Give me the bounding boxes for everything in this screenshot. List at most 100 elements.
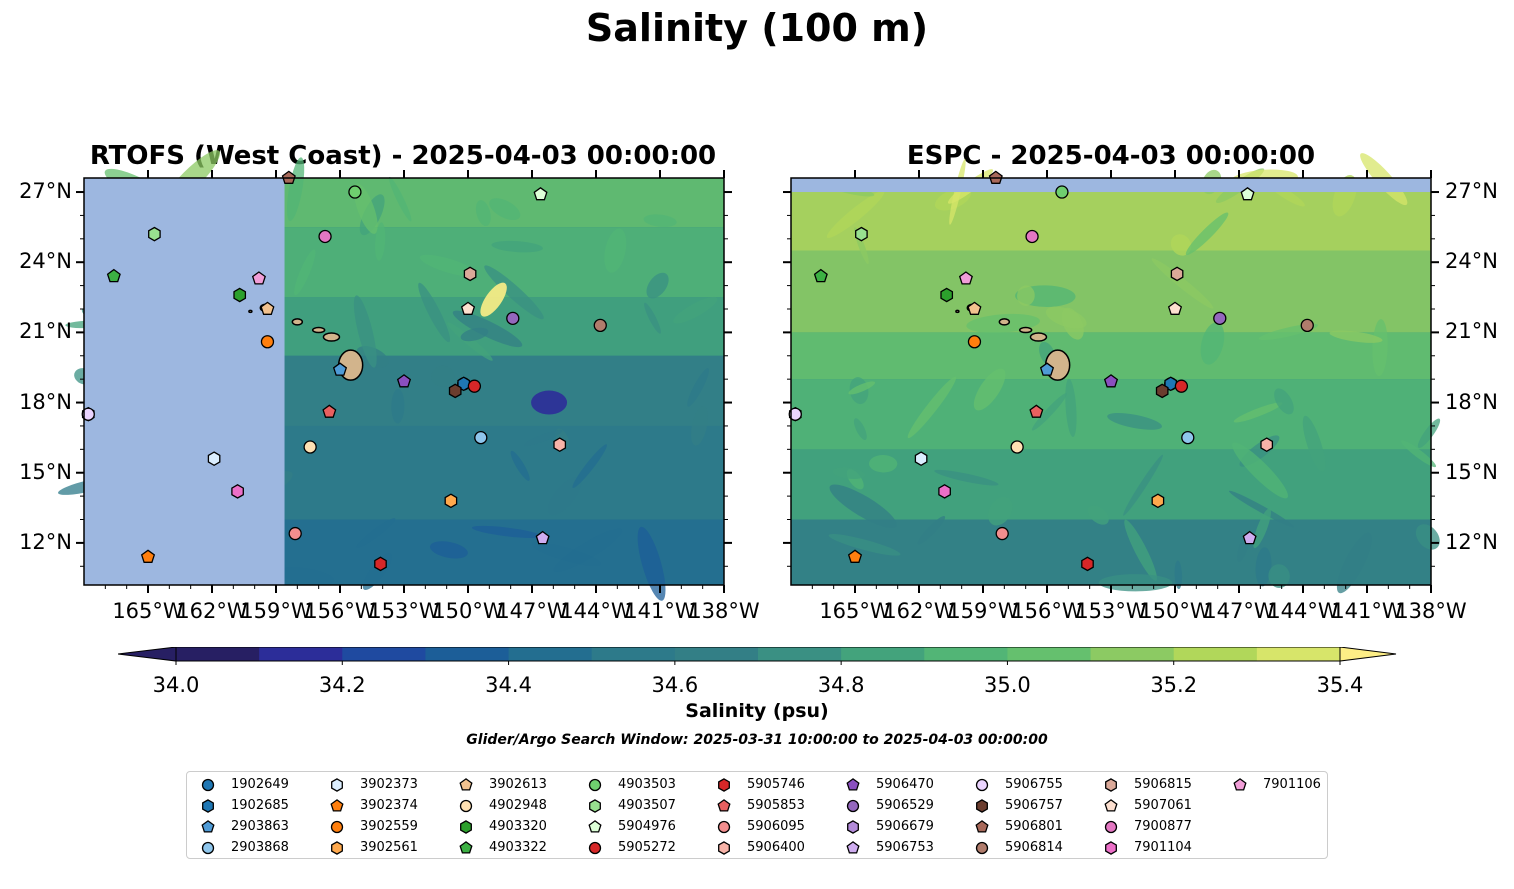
salinity-eddy [988, 496, 1013, 526]
float-marker-2903863 [332, 362, 348, 376]
map-canvas-rtofs [58, 150, 732, 601]
search-window-note: Glider/Argo Search Window: 2025-03-31 10… [466, 732, 1048, 748]
legend-marker-hexagon [1105, 778, 1117, 792]
legend-label: 1902685 [231, 798, 289, 813]
salinity-eddy [1268, 564, 1290, 588]
legend-marker-circle [201, 778, 215, 792]
float-marker-5904976 [533, 186, 548, 201]
legend-label: 5904976 [618, 819, 676, 834]
salinity-eddy [429, 541, 468, 559]
float-marker-2903868 [1181, 430, 1195, 445]
float-marker-5906757 [1155, 383, 1169, 399]
float-marker-5906753 [535, 530, 550, 545]
legend-label: 5905746 [747, 777, 805, 792]
legend-marker-symbol [201, 841, 215, 855]
colorbar [118, 647, 1397, 665]
float-marker-4903322 [813, 268, 828, 283]
salinity-eddy [475, 200, 491, 227]
salinity-eddy [484, 265, 544, 320]
float-marker-5906753 [1242, 530, 1257, 545]
legend-label: 5907061 [1134, 798, 1192, 813]
colorbar-bin [259, 647, 343, 661]
float-marker-2903863 [1039, 362, 1055, 376]
colorbar-bin [1173, 647, 1258, 661]
salinity-eddy [388, 176, 412, 222]
colorbar-bin [674, 647, 759, 661]
float-marker-4902948 [303, 440, 317, 454]
legend-marker-circle [975, 778, 989, 792]
legend-marker-symbol [330, 820, 344, 834]
salinity-eddy [687, 368, 710, 407]
salinity-eddy [452, 310, 523, 348]
legend-marker-pentagon [1104, 799, 1118, 812]
legend-label: 4903503 [618, 777, 676, 792]
salinity-eddy [489, 198, 521, 221]
salinity-eddy [848, 381, 876, 395]
legend-label: 5906753 [876, 840, 934, 855]
legend-label: 5906095 [747, 819, 805, 834]
panel-title-espc: ESPC - 2025-04-03 00:00:00 [906, 141, 1316, 171]
float-marker-5906815 [1170, 266, 1184, 282]
salinity-eddy [604, 228, 627, 273]
salinity-eddy [510, 450, 530, 481]
lat-tick-label-right: 27°N [1445, 179, 1498, 204]
salinity-eddy [572, 444, 607, 488]
map-canvas-espc [783, 153, 1441, 594]
salinity-eddy [1228, 490, 1294, 528]
map-panel-espc[interactable] [783, 153, 1441, 594]
colorbar-bin [924, 647, 1008, 661]
lon-tick-label: 144°W [1267, 599, 1339, 623]
salinity-eddy [1065, 378, 1077, 438]
legend-marker-symbol [459, 778, 473, 791]
legend-marker-pentagon [717, 799, 731, 812]
legend-marker-symbol [976, 799, 988, 813]
float-marker-5905272 [467, 379, 482, 393]
float-marker-5905853 [1029, 404, 1044, 418]
legend-marker-symbol [588, 841, 602, 855]
float-marker-4903507 [855, 226, 868, 242]
salinity-eddy [1174, 560, 1183, 590]
lat-tick-label-left: 27°N [19, 179, 72, 204]
lat-tick-label-right: 15°N [1445, 459, 1498, 484]
figure-title: Salinity (100 m) [585, 6, 929, 50]
salinity-eddy [1170, 234, 1192, 256]
salinity-eddy [828, 534, 901, 556]
map-panel-rtofs[interactable] [58, 150, 732, 601]
float-marker-7900877 [1025, 229, 1039, 244]
colorbar-bin [425, 647, 510, 661]
salinity-eddy [1031, 392, 1068, 431]
legend-label: 4903322 [489, 840, 547, 855]
no-data-strip [791, 178, 1431, 193]
legend-marker-hexagon [202, 799, 214, 813]
float-legend: 1902649 1902685 2903863 2903868 3902373 39023… [186, 771, 1328, 859]
lon-tick-label: 165°W [112, 599, 184, 623]
float-marker-5906400 [1260, 437, 1274, 453]
legend-marker-symbol [331, 841, 343, 855]
lon-tick-label: 147°W [496, 599, 568, 623]
salinity-eddy [1098, 574, 1173, 592]
legend-marker-symbol [202, 799, 214, 813]
salinity-eddy [691, 406, 708, 446]
salinity-eddy [419, 254, 478, 277]
legend-marker-pentagon [975, 820, 989, 833]
legend-label: 7901106 [1263, 777, 1321, 792]
legend-label: 4902948 [489, 798, 547, 813]
legend-label: 5905853 [747, 798, 805, 813]
legend-marker-pentagon [1233, 778, 1247, 791]
island [248, 309, 253, 314]
salinity-eddy [286, 157, 305, 221]
float-marker-7901106 [251, 271, 266, 285]
salinity-eddy [523, 429, 563, 447]
float-marker-4903320 [233, 287, 247, 303]
float-marker-3902561 [444, 493, 458, 509]
legend-marker-circle [1104, 820, 1118, 834]
legend-marker-symbol [1105, 841, 1117, 855]
salinity-eddy [1329, 330, 1383, 343]
legend-marker-symbol [330, 799, 344, 812]
float-marker-4903322 [106, 268, 121, 283]
legend-label: 3902559 [360, 819, 418, 834]
island [1029, 332, 1048, 342]
salinity-eddy [1253, 508, 1271, 549]
salinity-eddy [934, 469, 999, 486]
salinity-eddy [1274, 388, 1294, 415]
